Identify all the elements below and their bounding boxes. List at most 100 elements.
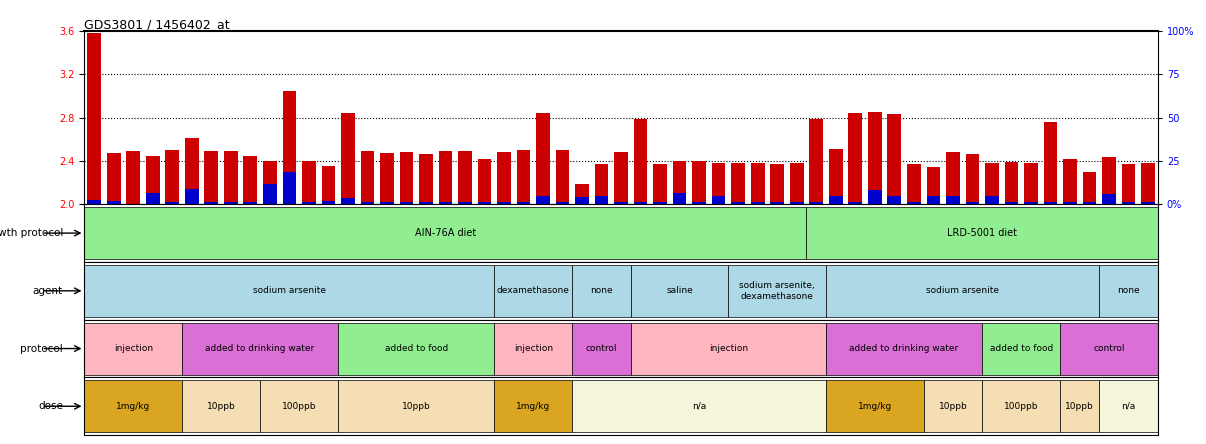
Bar [849,113,862,204]
Text: 10ppb: 10ppb [206,402,235,411]
Bar [338,380,494,432]
Bar [244,155,257,204]
Bar [1141,202,1155,204]
Text: dexamethasone: dexamethasone [497,286,569,295]
Bar [809,119,822,204]
Bar [982,322,1060,375]
Bar [614,202,628,204]
Bar [634,119,648,204]
Bar [537,195,550,204]
Bar [478,202,491,204]
Bar [322,166,335,204]
Text: 100ppb: 100ppb [282,402,316,411]
Text: n/a: n/a [1122,402,1136,411]
Bar [728,265,826,317]
Bar [84,380,182,432]
Bar [165,150,178,204]
Bar [302,161,316,204]
Text: 1mg/kg: 1mg/kg [857,402,892,411]
Bar [1060,322,1158,375]
Bar [361,202,374,204]
Bar [888,195,901,204]
Bar [1005,202,1018,204]
Text: sodium arsenite,
dexamethasone: sodium arsenite, dexamethasone [739,281,815,301]
Bar [420,202,433,204]
Bar [478,159,491,204]
Bar [826,322,982,375]
Bar [497,152,511,204]
Text: growth protocol: growth protocol [0,228,63,238]
Bar [926,167,941,204]
Text: none: none [1117,286,1140,295]
Bar [1060,380,1099,432]
Text: sodium arsenite: sodium arsenite [926,286,999,295]
Bar [807,207,1158,259]
Bar [907,202,920,204]
Bar [1102,194,1116,204]
Text: injection: injection [709,344,748,353]
Bar [341,198,355,204]
Bar [771,202,784,204]
Bar [1064,202,1077,204]
Bar [575,184,589,204]
Bar [1083,172,1096,204]
Text: 10ppb: 10ppb [938,402,967,411]
Bar [809,202,822,204]
Bar [829,149,843,204]
Bar [926,195,941,204]
Text: protocol: protocol [21,344,63,353]
Bar [516,202,531,204]
Bar [282,91,297,204]
Bar [1099,380,1158,432]
Bar [361,151,374,204]
Text: GDS3801 / 1456402_at: GDS3801 / 1456402_at [84,18,230,31]
Bar [712,163,726,204]
Bar [420,155,433,204]
Bar [966,155,979,204]
Bar [790,202,803,204]
Bar [380,153,393,204]
Text: LRD-5001 diet: LRD-5001 diet [947,228,1017,238]
Bar [573,265,631,317]
Text: injection: injection [113,344,153,353]
Bar [399,202,414,204]
Text: saline: saline [666,286,693,295]
Text: control: control [1093,344,1125,353]
Bar [829,195,843,204]
Bar [790,163,803,204]
Bar [907,164,920,204]
Text: control: control [586,344,617,353]
Text: 1mg/kg: 1mg/kg [516,402,550,411]
Bar [631,265,728,317]
Bar [182,380,260,432]
Bar [1024,163,1037,204]
Bar [985,195,999,204]
Bar [165,202,178,204]
Bar [1043,122,1058,204]
Bar [127,151,140,204]
Bar [595,164,608,204]
Bar [494,380,573,432]
Text: AIN-76A diet: AIN-76A diet [415,228,476,238]
Bar [494,322,573,375]
Bar [107,153,121,204]
Bar [634,202,648,204]
Text: 10ppb: 10ppb [402,402,431,411]
Bar [826,380,924,432]
Bar [87,200,101,204]
Bar [341,113,355,204]
Bar [322,201,335,204]
Bar [631,322,826,375]
Bar [868,112,882,204]
Bar [966,202,979,204]
Bar [654,164,667,204]
Bar [263,184,276,204]
Bar [1024,202,1037,204]
Bar [302,202,316,204]
Bar [1122,202,1135,204]
Bar [439,202,452,204]
Bar [494,265,573,317]
Bar [1102,157,1116,204]
Bar [573,380,826,432]
Bar [573,322,631,375]
